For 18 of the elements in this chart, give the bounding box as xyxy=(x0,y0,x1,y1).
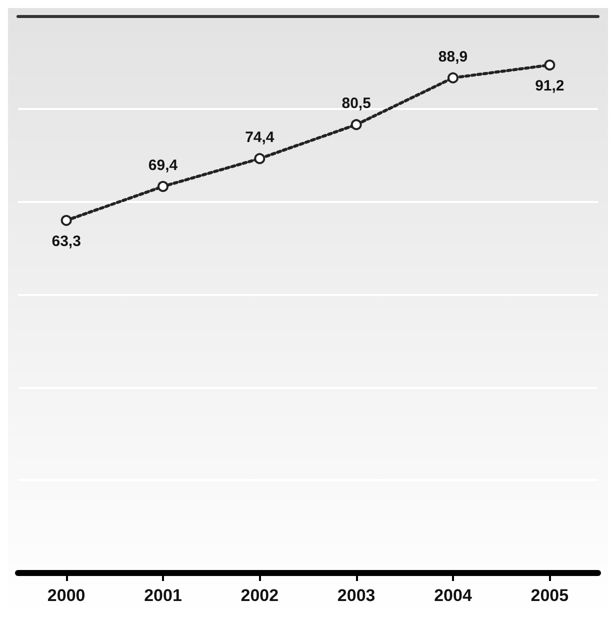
x-tick-label: 2001 xyxy=(144,586,182,605)
point xyxy=(254,153,266,164)
x-tick-label: 2003 xyxy=(337,586,376,605)
data-label: 69,4 xyxy=(148,156,178,174)
point xyxy=(60,214,72,226)
x-tick-label: 2002 xyxy=(240,586,279,605)
x-tick-label: 2004 xyxy=(434,586,472,605)
point xyxy=(158,180,168,192)
data-label: 88,9 xyxy=(438,48,468,66)
point xyxy=(544,60,556,71)
point xyxy=(350,119,362,130)
x-tick-label: 2000 xyxy=(47,586,86,605)
data-label: 63,3 xyxy=(52,232,81,250)
x-tick-label: 2005 xyxy=(530,586,569,605)
data-label: 80,5 xyxy=(342,95,371,112)
point xyxy=(448,72,458,84)
data-label: 91,2 xyxy=(535,78,564,95)
data-label: 74,4 xyxy=(245,129,275,146)
